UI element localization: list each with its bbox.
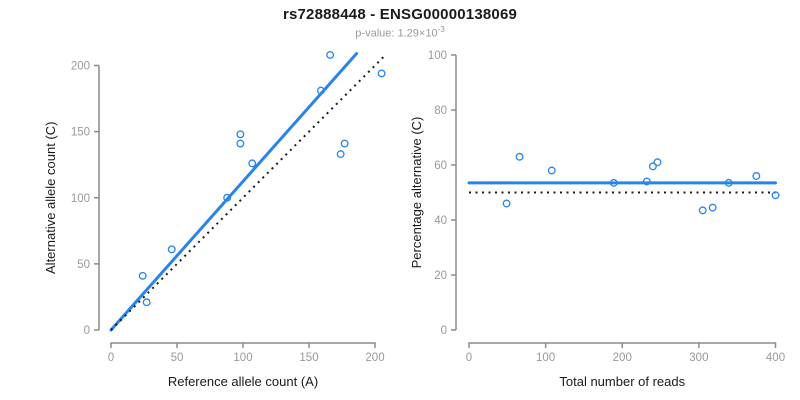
data-point bbox=[340, 139, 349, 148]
data-point bbox=[547, 166, 556, 175]
y-axis-label: Percentage alternative (C) bbox=[409, 117, 424, 269]
x-tick-label: 50 bbox=[171, 352, 184, 364]
data-point bbox=[724, 178, 733, 187]
data-point bbox=[609, 178, 618, 187]
figure-subtitle: p-value: 1.29×10-3 bbox=[0, 25, 800, 40]
data-point bbox=[236, 130, 245, 139]
x-axis-label: Total number of reads bbox=[559, 374, 685, 389]
x-tick-label: 200 bbox=[613, 352, 632, 364]
data-point bbox=[515, 152, 524, 161]
data-point bbox=[167, 245, 176, 254]
y-tick-label: 100 bbox=[71, 193, 90, 205]
x-tick-label: 100 bbox=[536, 352, 555, 364]
x-tick-label: 400 bbox=[766, 352, 785, 364]
data-point bbox=[708, 203, 717, 212]
y-tick-label: 80 bbox=[434, 105, 447, 117]
data-point bbox=[502, 199, 511, 208]
x-tick-label: 0 bbox=[466, 352, 472, 364]
x-tick-label: 300 bbox=[689, 352, 708, 364]
y-tick-label: 200 bbox=[71, 61, 90, 73]
plot-panel-left: 0 50 100 150 200 0 50 100 150 200 Reference allele… bbox=[43, 50, 386, 389]
y-axis-label: Alternative allele count (C) bbox=[43, 122, 58, 274]
data-point bbox=[236, 139, 245, 148]
y-tick-label: 60 bbox=[434, 160, 447, 172]
x-axis-label: Reference allele count (A) bbox=[168, 374, 318, 389]
data-point bbox=[326, 50, 335, 59]
y-tick-label: 100 bbox=[428, 50, 447, 62]
y-tick-label: 0 bbox=[84, 325, 90, 337]
fit-line bbox=[109, 52, 359, 332]
y-tick-label: 150 bbox=[71, 127, 90, 139]
data-point bbox=[653, 158, 662, 167]
p-value-text: p-value: 1.29×10 bbox=[355, 27, 438, 40]
identity-line bbox=[110, 55, 385, 331]
y-tick-label: 0 bbox=[441, 325, 447, 337]
data-point bbox=[248, 159, 257, 168]
data-point bbox=[771, 191, 780, 200]
plot-panel-right: 0 20 40 60 80 100 0 100 200 300 400 Total number of… bbox=[409, 50, 785, 389]
data-point bbox=[752, 172, 761, 180]
x-tick-label: 0 bbox=[108, 352, 114, 364]
y-tick-label: 40 bbox=[434, 215, 447, 227]
p-value-exponent: -3 bbox=[437, 25, 445, 34]
data-point bbox=[336, 150, 345, 159]
x-tick-label: 100 bbox=[233, 352, 252, 364]
y-tick-label: 20 bbox=[434, 270, 447, 282]
x-tick-label: 200 bbox=[365, 352, 384, 364]
data-point bbox=[138, 271, 147, 280]
data-point bbox=[698, 206, 707, 215]
figure-title: rs72888448 - ENSG00000138069 bbox=[282, 6, 518, 23]
data-point bbox=[377, 69, 386, 78]
data-point bbox=[642, 177, 651, 186]
data-point bbox=[142, 298, 151, 307]
data-point bbox=[316, 86, 325, 95]
x-tick-label: 150 bbox=[299, 352, 318, 364]
y-tick-label: 50 bbox=[77, 259, 90, 271]
data-point bbox=[648, 162, 657, 171]
data-point bbox=[223, 193, 232, 202]
